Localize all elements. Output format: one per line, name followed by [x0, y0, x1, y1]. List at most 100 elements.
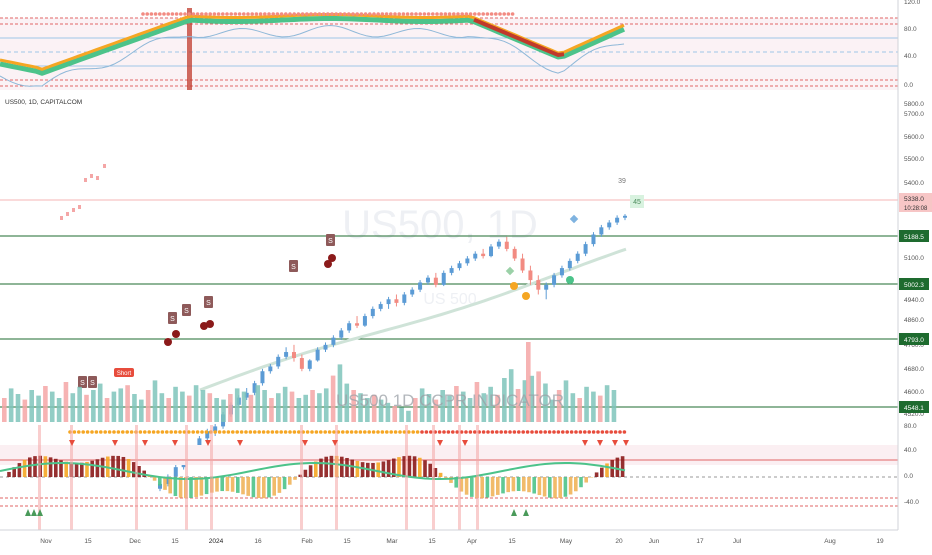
top-signal-dot [481, 12, 485, 16]
osc-signal-dot [394, 430, 398, 434]
osc-histogram-bar [215, 477, 219, 492]
osc-histogram-bar [111, 456, 115, 477]
osc-histogram-bar [527, 477, 531, 492]
osc-signal-dot [240, 430, 244, 434]
top-signal-dot [385, 12, 389, 16]
osc-histogram-bar [127, 459, 131, 477]
candle-body [284, 352, 288, 357]
osc-signal-dot [161, 430, 165, 434]
volume-bar [584, 387, 589, 422]
osc-signal-dot [530, 430, 534, 434]
osc-histogram-bar [506, 477, 510, 492]
osc-histogram-bar [376, 462, 380, 477]
osc-signal-dot [596, 430, 600, 434]
sell-tag-label: S [206, 300, 211, 307]
candle-body [505, 242, 509, 249]
level-label: 4793.0 [904, 337, 924, 344]
top-signal-dot [334, 12, 338, 16]
osc-histogram-bar [600, 468, 604, 477]
top-signal-dot [465, 12, 469, 16]
volume-bar [577, 398, 582, 422]
osc-histogram-bar [428, 464, 432, 477]
buy-marker [566, 276, 574, 284]
volume-bar [208, 393, 213, 422]
osc-signal-dot [447, 430, 451, 434]
osc-histogram-bar [538, 477, 542, 495]
osc-histogram-bar [49, 457, 53, 477]
top-axis-tick: 80.0 [904, 26, 917, 33]
osc-signal-dot [152, 430, 156, 434]
sell-tag-label: S [184, 308, 189, 315]
candle-body [268, 366, 272, 371]
candle-body [576, 254, 580, 261]
osc-signal-dot [213, 430, 217, 434]
top-signal-dot [376, 12, 380, 16]
osc-signal-dot [165, 430, 169, 434]
candle-body [607, 223, 611, 228]
osc-signal-dot [504, 430, 508, 434]
top-signal-dot [250, 12, 254, 16]
osc-signal-dot [169, 430, 173, 434]
candle-body [347, 323, 351, 330]
osc-signal-dot [539, 430, 543, 434]
candle-body [387, 299, 391, 304]
candle-body [465, 259, 469, 264]
osc-histogram-bar [252, 477, 256, 497]
time-axis-label: Nov [40, 538, 52, 545]
candle-body [584, 244, 588, 254]
osc-histogram-bar [621, 456, 625, 477]
volume-bar [297, 398, 302, 422]
top-signal-dot [284, 12, 288, 16]
osc-histogram-bar [205, 477, 209, 494]
volume-bar [98, 384, 103, 422]
osc-histogram-bar [574, 477, 578, 491]
osc-histogram-bar [226, 477, 230, 491]
candle-body [363, 316, 367, 326]
bottom-axis-tick: 80.0 [904, 423, 917, 430]
osc-signal-dot [609, 430, 613, 434]
candle-body [457, 263, 461, 268]
top-signal-dot [166, 12, 170, 16]
top-signal-dot [414, 12, 418, 16]
volume-bar [84, 395, 89, 422]
osc-signal-dot [266, 430, 270, 434]
candle-body [339, 330, 343, 337]
osc-signal-dot [231, 430, 235, 434]
osc-signal-dot [73, 430, 77, 434]
osc-histogram-bar [558, 477, 562, 498]
osc-signal-dot [350, 430, 354, 434]
osc-signal-dot [319, 430, 323, 434]
top-signal-dot [389, 12, 393, 16]
top-signal-dot [448, 12, 452, 16]
top-signal-dot [301, 12, 305, 16]
osc-histogram-bar [293, 477, 297, 480]
osc-histogram-bar [189, 477, 193, 498]
candle-body [402, 294, 406, 302]
time-axis-label: 16 [254, 538, 262, 545]
volume-bar [269, 398, 274, 422]
time-axis-label: Feb [301, 538, 313, 545]
osc-signal-dot [605, 430, 609, 434]
sell-tag-label: S [80, 380, 85, 387]
osc-histogram-bar [158, 477, 162, 486]
osc-histogram-bar [480, 477, 484, 498]
volume-bar [303, 395, 308, 422]
osc-signal-dot [565, 430, 569, 434]
top-signal-dot [397, 12, 401, 16]
osc-histogram-bar [382, 461, 386, 477]
osc-signal-dot [288, 430, 292, 434]
time-axis-label: Apr [467, 538, 478, 545]
osc-signal-dot [561, 430, 565, 434]
volume-bar [71, 393, 76, 422]
top-signal-dot [192, 12, 196, 16]
osc-signal-dot [376, 430, 380, 434]
osc-histogram-bar [288, 477, 292, 485]
osc-histogram-bar [179, 477, 183, 498]
osc-histogram-bar [153, 477, 157, 481]
candle-body [316, 350, 320, 361]
osc-histogram-bar [324, 457, 328, 477]
sell-tag-label: S [170, 316, 175, 323]
volume-bar [146, 390, 151, 422]
